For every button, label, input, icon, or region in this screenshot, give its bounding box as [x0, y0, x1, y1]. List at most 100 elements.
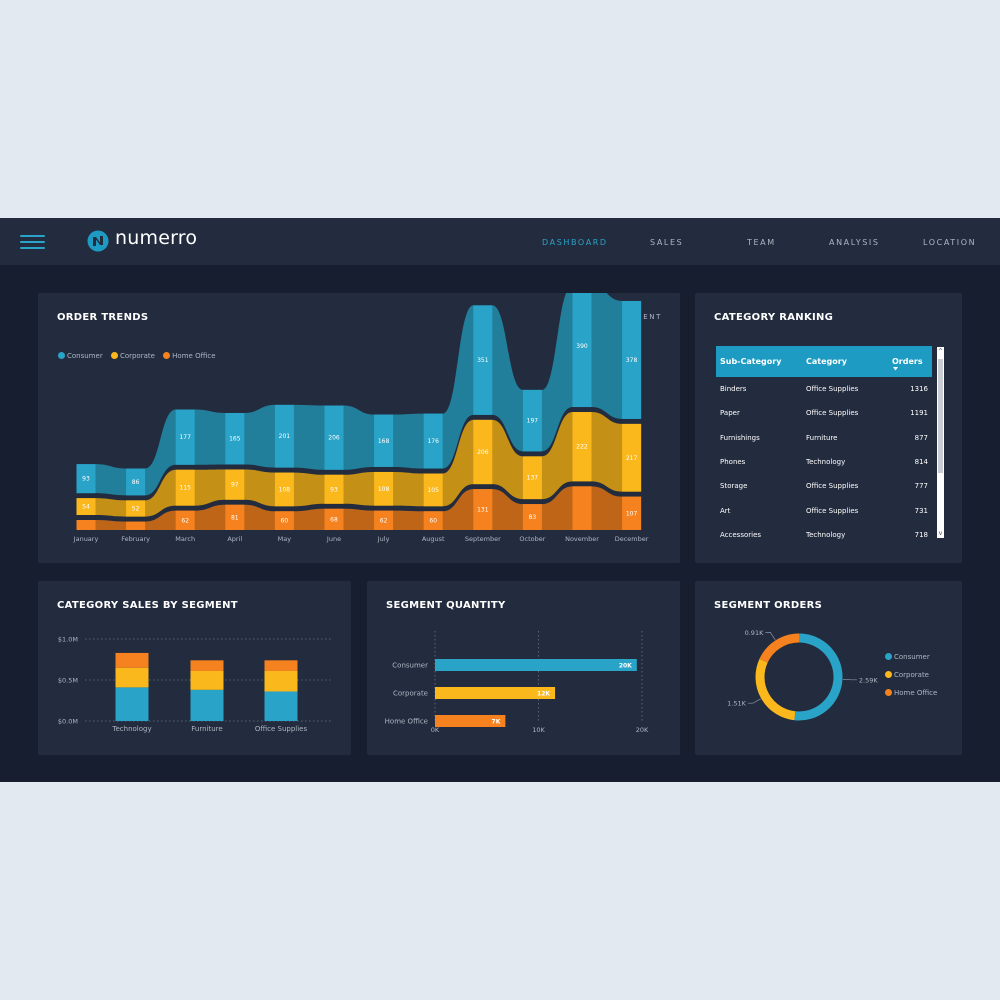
legend-item-corporate[interactable]: Corporate: [885, 671, 937, 689]
order-bar-consumer[interactable]: [473, 305, 493, 415]
sales-bar-corporate[interactable]: [190, 670, 224, 690]
sales-bar-home-office[interactable]: [264, 660, 298, 671]
order-bar-home-office[interactable]: [374, 510, 394, 530]
hamburger-menu-icon[interactable]: [20, 235, 45, 249]
cell-category: Technology: [806, 457, 846, 466]
column-sub-category[interactable]: Sub-Category: [720, 357, 782, 366]
sales-bar-corporate[interactable]: [264, 670, 298, 692]
order-bar-corporate[interactable]: [522, 456, 542, 500]
order-bar-consumer[interactable]: [423, 413, 443, 469]
quantity-bar-home-office[interactable]: [435, 715, 506, 727]
nav-analysis[interactable]: ANALYSIS: [829, 238, 880, 247]
order-bar-consumer[interactable]: [175, 409, 195, 465]
cell-orders: 777: [914, 482, 928, 491]
order-bar-home-office[interactable]: [572, 486, 592, 530]
sales-bar-consumer[interactable]: [115, 687, 149, 721]
legend-item-home-office[interactable]: Home Office: [163, 352, 216, 360]
order-value-label: 206: [328, 435, 340, 442]
order-bar-home-office[interactable]: [225, 504, 245, 530]
order-bar-consumer[interactable]: [374, 414, 394, 467]
order-bar-home-office[interactable]: [324, 508, 344, 530]
legend-item-home-office[interactable]: Home Office: [885, 689, 937, 707]
donut-slice-consumer[interactable]: [794, 633, 843, 721]
month-label: February: [121, 535, 150, 543]
nav-location[interactable]: LOCATION: [923, 238, 977, 247]
column-orders[interactable]: Orders: [892, 357, 923, 366]
order-bar-corporate[interactable]: [473, 419, 493, 485]
sales-bar-corporate[interactable]: [115, 667, 149, 688]
segment-orders-panel: SEGMENT ORDERS 2.59K 1.51K 0.91K Consumer …: [695, 581, 962, 755]
category-ranking-title: CATEGORY RANKING: [714, 312, 834, 323]
scroll-down-icon[interactable]: v: [938, 530, 943, 537]
order-bar-consumer[interactable]: [572, 293, 592, 408]
y-tick-label: $0.5M: [58, 677, 78, 685]
table-row[interactable]: Paper Office Supplies 1191: [716, 403, 932, 423]
order-bar-home-office[interactable]: [473, 489, 493, 530]
table-row[interactable]: Art Office Supplies 731: [716, 501, 932, 521]
order-value-label: 86: [132, 479, 140, 486]
order-bar-consumer[interactable]: [522, 389, 542, 452]
column-category[interactable]: Category: [806, 357, 847, 366]
ribbon-home-office: [76, 486, 642, 530]
table-row[interactable]: Binders Office Supplies 1316: [716, 379, 932, 399]
quantity-bar-corporate[interactable]: [435, 687, 556, 699]
order-bar-consumer[interactable]: [622, 300, 642, 419]
category-label: Office Supplies: [255, 725, 308, 733]
order-value-label: 62: [181, 517, 189, 524]
sales-bar-consumer[interactable]: [190, 689, 224, 721]
sales-bar-consumer[interactable]: [264, 691, 298, 721]
order-bar-consumer[interactable]: [126, 468, 146, 496]
order-bar-corporate[interactable]: [175, 469, 195, 506]
order-value-label: 93: [330, 486, 338, 493]
scroll-up-icon[interactable]: ^: [937, 348, 944, 355]
order-bar-corporate[interactable]: [126, 500, 146, 517]
nav-team[interactable]: TEAM: [747, 238, 776, 247]
order-bar-home-office[interactable]: [126, 521, 146, 530]
quantity-bar-consumer[interactable]: [435, 659, 637, 671]
order-trends-legend: Consumer Corporate Home Office: [58, 352, 222, 360]
cell-sub-category: Paper: [720, 409, 740, 418]
order-bar-corporate[interactable]: [76, 498, 96, 516]
order-bar-corporate[interactable]: [225, 469, 245, 500]
donut-slice-home-office[interactable]: [759, 633, 800, 663]
order-bar-home-office[interactable]: [175, 510, 195, 530]
sort-descending-icon[interactable]: [893, 367, 898, 371]
order-bar-corporate[interactable]: [374, 471, 394, 506]
order-value-label: 390: [576, 343, 588, 350]
order-bar-consumer[interactable]: [225, 412, 245, 465]
scrollbar-thumb[interactable]: [938, 359, 943, 473]
table-row[interactable]: Furnishings Furniture 877: [716, 428, 932, 448]
cell-sub-category: Art: [720, 506, 731, 515]
table-row[interactable]: Phones Technology 814: [716, 452, 932, 472]
table-row[interactable]: Accessories Technology 718: [716, 525, 932, 545]
sales-bar-home-office[interactable]: [115, 652, 149, 668]
order-bar-home-office[interactable]: [622, 496, 642, 530]
legend-item-consumer[interactable]: Consumer: [885, 653, 937, 671]
nav-sales[interactable]: SALES: [650, 238, 684, 247]
order-bar-corporate[interactable]: [324, 474, 344, 504]
order-bar-home-office[interactable]: [274, 511, 294, 530]
order-bar-corporate[interactable]: [423, 473, 443, 507]
order-bar-home-office[interactable]: [522, 504, 542, 530]
order-bar-home-office[interactable]: [423, 511, 443, 530]
order-bar-consumer[interactable]: [324, 405, 344, 470]
order-bar-corporate[interactable]: [572, 412, 592, 482]
order-value-label: 107: [626, 510, 638, 517]
nav-dashboard[interactable]: DASHBOARD: [542, 238, 608, 247]
sales-bar-home-office[interactable]: [190, 660, 224, 671]
donut-value-label: 0.91K: [745, 629, 764, 637]
ribbon-corporate: [76, 412, 642, 517]
order-bar-corporate[interactable]: [274, 472, 294, 507]
legend-item-corporate[interactable]: Corporate: [110, 352, 155, 360]
segment-quantity-panel: SEGMENT QUANTITY 0K 10K 20K Consumer 20K Corp…: [367, 581, 680, 755]
order-bar-consumer[interactable]: [274, 404, 294, 468]
table-row[interactable]: Storage Office Supplies 777: [716, 476, 932, 496]
legend-item-consumer[interactable]: Consumer: [58, 352, 103, 360]
category-label: Technology: [111, 725, 151, 733]
ranking-scrollbar[interactable]: ^ v: [937, 347, 944, 538]
order-value-label: 105: [427, 487, 439, 494]
donut-slice-corporate[interactable]: [755, 658, 796, 721]
order-bar-corporate[interactable]: [622, 423, 642, 492]
order-bar-home-office[interactable]: [76, 520, 96, 530]
order-bar-consumer[interactable]: [76, 464, 96, 494]
